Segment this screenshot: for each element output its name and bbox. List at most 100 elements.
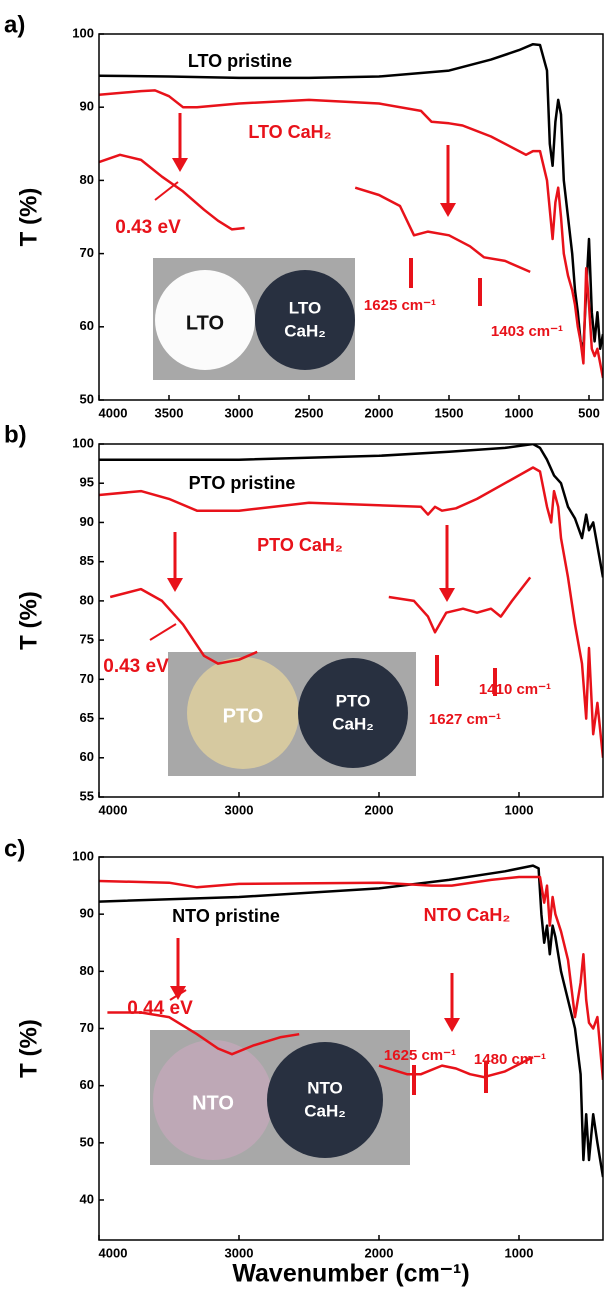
x-tick-label: 2000 <box>365 405 394 420</box>
spectrum-line <box>354 186 531 274</box>
spectrum-line <box>378 1055 534 1079</box>
y-tick-label: 100 <box>72 25 94 40</box>
pellet <box>267 1042 383 1158</box>
photo-label: CaH₂ <box>332 714 374 733</box>
y-tick-label: 60 <box>80 1077 94 1092</box>
plot-frame <box>98 443 604 798</box>
x-tick-label: 2000 <box>365 1245 394 1260</box>
y-tick-label: 85 <box>80 553 94 568</box>
photo-label: CaH₂ <box>284 321 326 340</box>
x-tick-label: 4000 <box>99 405 128 420</box>
series-label: LTO pristine <box>188 51 292 71</box>
series-label: PTO pristine <box>189 473 296 493</box>
photo-label: LTO <box>186 312 224 334</box>
arrow-head <box>170 986 186 1000</box>
arrow-head <box>172 158 188 172</box>
plot-area <box>99 864 603 1178</box>
y-tick-label: 75 <box>80 632 94 647</box>
arrow-head <box>167 578 183 592</box>
y-tick-label: 70 <box>80 1020 94 1035</box>
plot-area <box>99 444 603 758</box>
arrow-head <box>444 1018 460 1032</box>
annotation: 0.43 eV <box>115 217 181 238</box>
slope-marker <box>154 181 179 201</box>
series-label: PTO CaH₂ <box>257 535 343 555</box>
y-axis-label: T (%) <box>15 591 42 650</box>
series-label: NTO CaH₂ <box>424 905 511 925</box>
annotation: 0.44 eV <box>127 998 193 1019</box>
x-tick-label: 4000 <box>99 802 128 817</box>
x-tick-label: 4000 <box>99 1245 128 1260</box>
plot-area <box>99 42 603 379</box>
photo-label: NTO <box>192 1092 234 1114</box>
x-tick-label: 1500 <box>435 405 464 420</box>
spectrum-line <box>99 875 603 1081</box>
slope-marker <box>149 623 177 641</box>
spectrum-line <box>99 42 603 351</box>
y-tick-label: 80 <box>80 172 94 187</box>
x-tick-label: 1000 <box>505 405 534 420</box>
x-tick-label: 3000 <box>225 802 254 817</box>
spectrum-line <box>109 587 258 665</box>
y-tick-label: 95 <box>80 475 94 490</box>
panel-label: c) <box>4 835 25 862</box>
y-tick-label: 60 <box>80 318 94 333</box>
x-tick-label: 1000 <box>505 1245 534 1260</box>
arrow-head <box>440 203 456 217</box>
x-tick-label: 2000 <box>365 802 394 817</box>
pellet <box>153 1040 273 1160</box>
pellet <box>255 270 355 370</box>
y-tick-label: 80 <box>80 963 94 978</box>
series-label: LTO CaH₂ <box>248 122 331 142</box>
y-tick-label: 80 <box>80 592 94 607</box>
spectrum-line <box>99 466 603 758</box>
y-tick-label: 60 <box>80 749 94 764</box>
y-tick-label: 90 <box>80 514 94 529</box>
x-tick-label: 3500 <box>155 405 184 420</box>
spectrum-line <box>99 89 603 379</box>
plot-frame <box>98 856 604 1241</box>
photo-label: PTO <box>336 691 371 710</box>
annotation: 1480 cm⁻¹ <box>474 1051 546 1068</box>
y-axis-label: T (%) <box>15 188 42 247</box>
photo-label: PTO <box>223 705 264 727</box>
series-label: NTO pristine <box>172 906 280 926</box>
y-tick-label: 90 <box>80 99 94 114</box>
spectrum-line <box>99 864 603 1178</box>
pellet <box>155 270 255 370</box>
y-tick-label: 70 <box>80 671 94 686</box>
annotation: 1627 cm⁻¹ <box>429 711 501 728</box>
pellet <box>298 658 408 768</box>
spectrum-line <box>107 1011 300 1056</box>
annotation: 0.43 eV <box>103 656 169 677</box>
pellet <box>187 657 299 769</box>
y-tick-label: 50 <box>80 391 94 406</box>
photo-label: LTO <box>289 298 321 317</box>
x-axis-label: Wavenumber (cm⁻¹) <box>232 1260 469 1288</box>
x-tick-label: 2500 <box>295 405 324 420</box>
panel-label: b) <box>4 421 27 448</box>
y-tick-label: 70 <box>80 245 94 260</box>
spectrum-line <box>388 576 532 634</box>
plot-frame <box>98 33 604 401</box>
annotation: 1625 cm⁻¹ <box>384 1047 456 1064</box>
annotation: 1625 cm⁻¹ <box>364 297 436 314</box>
annotation: 1403 cm⁻¹ <box>491 323 563 340</box>
y-tick-label: 55 <box>80 788 94 803</box>
x-tick-label: 3000 <box>225 405 254 420</box>
annotation: 1410 cm⁻¹ <box>479 681 551 698</box>
panel-label: a) <box>4 11 25 38</box>
x-tick-label: 1000 <box>505 802 534 817</box>
y-tick-label: 100 <box>72 848 94 863</box>
y-axis-label: T (%) <box>15 1019 42 1078</box>
arrow-head <box>439 588 455 602</box>
y-tick-label: 50 <box>80 1134 94 1149</box>
y-tick-label: 90 <box>80 906 94 921</box>
slope-marker <box>169 989 187 1001</box>
x-tick-label: 3000 <box>225 1245 254 1260</box>
y-tick-label: 65 <box>80 710 94 725</box>
photo-label: CaH₂ <box>304 1101 346 1120</box>
x-tick-label: 500 <box>578 405 600 420</box>
photo-label: NTO <box>307 1078 343 1097</box>
